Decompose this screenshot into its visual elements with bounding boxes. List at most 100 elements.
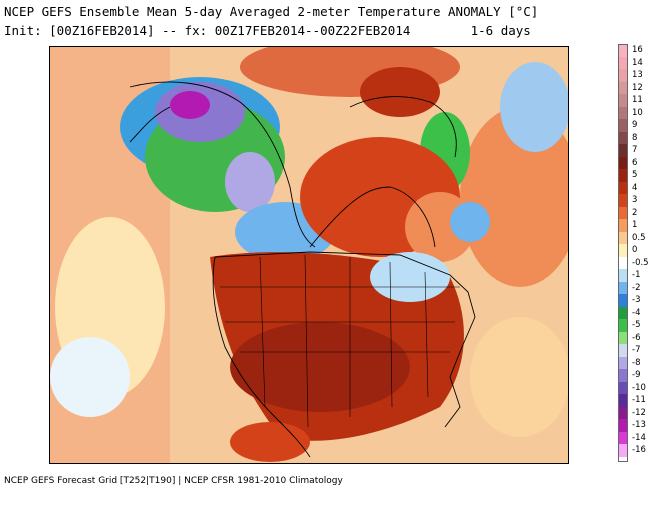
legend-swatch (618, 119, 628, 132)
arctic-warm-core (360, 67, 440, 117)
legend-swatch (618, 256, 628, 269)
legend-item: -1 (618, 269, 660, 282)
legend-label: -10 (632, 382, 646, 393)
legend-swatch (618, 69, 628, 82)
pacific-cool-core (50, 337, 130, 417)
legend-item: -9 (618, 369, 660, 382)
legend-swatch (618, 56, 628, 69)
legend-label: -5 (632, 320, 641, 330)
legend-label: 12 (632, 82, 643, 93)
legend-label: 3 (632, 195, 638, 205)
legend-swatch (618, 344, 628, 357)
legend-item: 10 (618, 106, 660, 119)
legend-item: -13 (618, 419, 660, 432)
legend-label: -16 (632, 445, 646, 455)
legend-swatch (618, 281, 628, 294)
legend-swatch (618, 106, 628, 119)
legend-label: -3 (632, 295, 641, 305)
legend-swatch (618, 356, 628, 369)
map-title: NCEP GEFS Ensemble Mean 5-day Averaged 2… (4, 4, 539, 19)
alaska-extreme-core (170, 91, 210, 119)
legend-item: 12 (618, 81, 660, 94)
mexico-warm (230, 422, 310, 462)
atlantic-warm-patch (460, 107, 568, 287)
legend-item: -11 (618, 394, 660, 407)
bc-cold-core (225, 152, 275, 212)
legend-swatch (618, 219, 628, 232)
legend-swatch (618, 331, 628, 344)
legend-label: -2 (632, 282, 641, 293)
greenland-cool (500, 62, 568, 152)
legend-swatch (618, 394, 628, 407)
legend-swatch (618, 94, 628, 107)
color-legend: 16 14 13 12 11 10 9 8 7 6 5 4 3 2 1 0.5 0 -0.5 -1 -2 -3 -4 -5 -… (618, 44, 660, 457)
legend-label: 1 (632, 220, 638, 230)
map-subtitle: Init: [00Z16FEB2014] -- fx: 00Z17FEB2014… (4, 23, 531, 38)
legend-label: -6 (632, 332, 641, 343)
anomaly-map-canvas (50, 47, 568, 463)
atlantic-neutral (470, 317, 568, 437)
legend-item: 4 (618, 181, 660, 194)
legend-swatch (618, 244, 628, 257)
legend-item: -8 (618, 356, 660, 369)
legend-item: 0 (618, 244, 660, 257)
legend-swatch (618, 294, 628, 307)
legend-label: 10 (632, 107, 643, 118)
legend-item: -6 (618, 331, 660, 344)
legend-item: 16 (618, 44, 660, 57)
legend-label: -4 (632, 307, 641, 318)
legend-label: 2 (632, 207, 638, 218)
legend-item: 13 (618, 69, 660, 82)
legend-label: 14 (632, 57, 643, 68)
legend-label: 0.5 (632, 232, 646, 243)
legend-item: -7 (618, 344, 660, 357)
legend-item: 5 (618, 169, 660, 182)
legend-item: -3 (618, 294, 660, 307)
legend-item: 3 (618, 194, 660, 207)
legend-label: -12 (632, 407, 646, 418)
legend-swatch (618, 319, 628, 332)
legend-item: -10 (618, 381, 660, 394)
legend-swatch (618, 169, 628, 182)
legend-item: -16 (618, 444, 660, 457)
legend-item: -2 (618, 281, 660, 294)
legend-item: 14 (618, 56, 660, 69)
legend-label: -8 (632, 357, 641, 368)
legend-swatch (618, 306, 628, 319)
legend-item: 11 (618, 94, 660, 107)
legend-label: 5 (632, 170, 638, 180)
legend-swatch (618, 194, 628, 207)
legend-swatch (618, 44, 628, 57)
legend-item: 6 (618, 156, 660, 169)
us-warm-core (230, 322, 410, 412)
legend-swatch (618, 406, 628, 419)
legend-label: 16 (632, 45, 643, 55)
legend-item: 7 (618, 144, 660, 157)
legend-swatch (618, 156, 628, 169)
legend-label: 6 (632, 157, 638, 168)
legend-swatch (618, 81, 628, 94)
legend-label: -9 (632, 370, 641, 380)
legend-label: -7 (632, 345, 641, 355)
legend-item: -4 (618, 306, 660, 319)
state-borders (220, 254, 460, 428)
legend-item: 1 (618, 219, 660, 232)
legend-swatch (618, 431, 628, 444)
legend-swatch (618, 369, 628, 382)
legend-swatch (618, 206, 628, 219)
legend-label: -13 (632, 420, 646, 430)
legend-label: -0.5 (632, 257, 649, 268)
legend-item: -12 (618, 406, 660, 419)
legend-label: -14 (632, 432, 646, 443)
legend-item: 9 (618, 119, 660, 132)
legend-label: -1 (632, 270, 641, 280)
legend-label: 9 (632, 120, 638, 130)
legend-swatch (618, 381, 628, 394)
legend-swatch (618, 231, 628, 244)
legend-item: -14 (618, 431, 660, 444)
legend-swatch (618, 419, 628, 432)
great-lakes-cool (370, 252, 450, 302)
labrador-cool (450, 202, 490, 242)
legend-label: -11 (632, 395, 646, 405)
coastlines (129, 81, 476, 458)
